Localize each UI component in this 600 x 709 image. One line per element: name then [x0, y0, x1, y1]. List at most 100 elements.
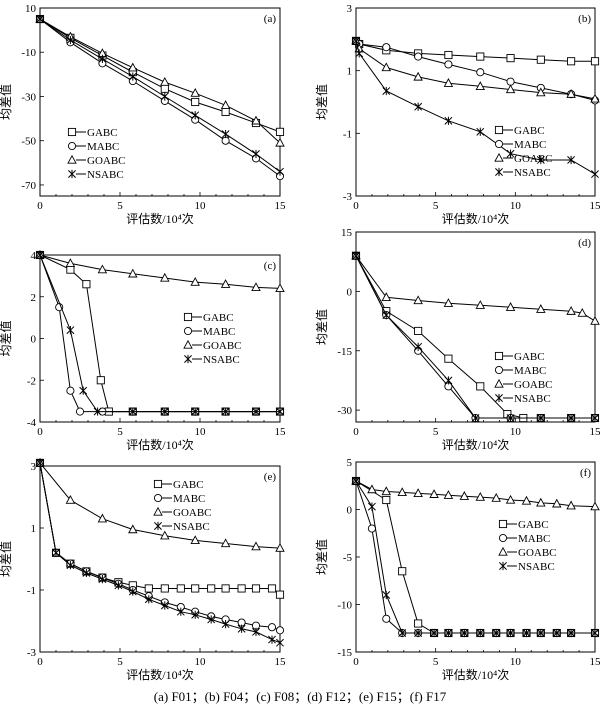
y-axis-label: 均差值 — [0, 541, 13, 577]
legend-marker — [183, 326, 193, 336]
data-point — [413, 488, 423, 497]
data-point — [191, 407, 200, 416]
x-tick-label: 15 — [275, 200, 287, 212]
data-point — [444, 50, 453, 60]
data-point — [276, 407, 284, 416]
series-line — [39, 254, 280, 413]
data-point — [505, 302, 516, 311]
data-point — [367, 484, 377, 494]
data-point — [536, 628, 545, 638]
x-tick-label: 10 — [510, 200, 522, 212]
data-point — [237, 584, 246, 593]
data-point — [66, 265, 75, 274]
data-point — [82, 568, 91, 578]
data-point — [160, 584, 169, 593]
data-point — [536, 155, 545, 165]
data-point — [221, 129, 230, 139]
legend-entry: GABC — [173, 479, 204, 491]
data-point — [476, 628, 485, 638]
data-point — [398, 628, 407, 638]
data-point — [552, 498, 562, 508]
data-point — [381, 486, 392, 496]
data-point — [444, 376, 453, 385]
data-point — [160, 530, 170, 540]
data-point — [251, 584, 261, 593]
data-point — [275, 626, 285, 635]
y-tick-label: -30 — [337, 405, 352, 417]
x-tick-label: 5 — [117, 200, 123, 212]
legend-marker — [153, 493, 163, 503]
legend-marker — [498, 533, 508, 543]
y-tick-label: -30 — [21, 91, 36, 103]
data-point — [220, 279, 231, 288]
data-point — [590, 501, 600, 511]
legend-marker — [67, 127, 77, 137]
legend-marker — [499, 561, 507, 571]
data-point — [444, 116, 453, 125]
data-point — [475, 300, 486, 309]
legend-marker — [498, 519, 508, 529]
data-point — [382, 614, 391, 623]
x-tick-label: 5 — [433, 426, 439, 438]
data-point — [79, 386, 88, 395]
data-point — [220, 100, 231, 109]
x-tick-label: 0 — [353, 200, 359, 212]
data-point — [207, 615, 216, 624]
data-point — [276, 638, 284, 647]
data-point — [382, 495, 391, 505]
data-point — [491, 492, 501, 502]
data-point — [536, 87, 546, 97]
data-point — [567, 628, 576, 638]
data-point — [430, 628, 439, 638]
data-point — [382, 43, 391, 52]
panel-label: (d) — [578, 237, 591, 249]
x-axis-label: 评估数/10⁴次 — [126, 211, 194, 226]
data-point — [160, 84, 169, 93]
chart-panel-3: 0 5 10 15 15 0 -15 -30 评估数/10⁴次 均差值 (d) GABC MABC GOA… — [314, 227, 600, 452]
y-tick-label: -2 — [27, 375, 36, 387]
legend-entry: MABC — [518, 533, 550, 545]
data-point — [176, 584, 185, 593]
y-tick-label: 3 — [31, 461, 37, 473]
data-point — [476, 127, 485, 136]
legend-entry: MABC — [87, 141, 119, 153]
legend-entry: GOABC — [514, 379, 553, 391]
legend-entry: MABC — [203, 326, 235, 338]
legend-marker — [153, 479, 163, 489]
legend: GABC MABC GOABC NSABC — [494, 125, 553, 179]
data-point — [382, 86, 391, 96]
series-NSABC — [36, 14, 284, 176]
data-point — [160, 76, 170, 86]
x-tick-label: 0 — [353, 426, 359, 438]
y-tick-label: -4 — [27, 417, 37, 429]
x-tick-label: 5 — [117, 656, 123, 668]
data-point — [459, 491, 470, 500]
data-point — [413, 71, 423, 81]
data-point — [414, 619, 423, 628]
data-point — [114, 581, 123, 590]
data-point — [275, 283, 285, 293]
data-point — [252, 627, 260, 636]
chart-panel-0: 0 5 10 15 10 -10 -30 -50 -70 评估数/10⁴次 均差值 (a) GABC MA… — [0, 3, 286, 226]
series-line — [39, 462, 281, 644]
legend-entry: MABC — [173, 493, 205, 505]
x-tick-label: 5 — [433, 200, 439, 212]
data-point — [443, 298, 454, 307]
data-point — [276, 167, 284, 176]
data-point — [176, 607, 185, 616]
data-point — [506, 149, 515, 158]
x-tick-label: 10 — [510, 426, 522, 438]
x-tick-label: 5 — [117, 426, 123, 438]
chart-figure: 0 5 10 1510-10-30-50-70评估数/10⁴次均差值(a)GABCMA… — [0, 3, 600, 682]
chart-panel-5: 0 5 10 15 5 0 -5 -10 -15 评估数/10⁴次 均差值 (f) GABC MABC GO… — [314, 457, 600, 682]
series-NSABC — [352, 36, 599, 179]
data-point — [471, 413, 480, 423]
data-point — [275, 543, 285, 552]
series-line — [355, 255, 595, 419]
series-line — [355, 255, 595, 419]
data-point — [444, 354, 453, 363]
x-tick-label: 15 — [590, 200, 600, 212]
data-point — [191, 584, 200, 593]
data-point — [97, 264, 108, 274]
y-tick-label: -50 — [21, 136, 36, 148]
